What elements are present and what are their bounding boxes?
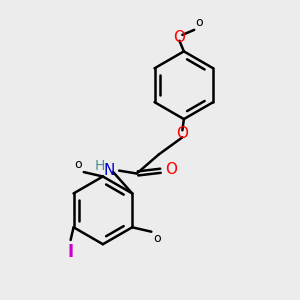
Text: N: N xyxy=(103,163,115,178)
Text: H: H xyxy=(95,159,105,173)
Text: o: o xyxy=(196,16,203,29)
Text: O: O xyxy=(176,126,188,141)
Text: O: O xyxy=(165,162,177,177)
Text: O: O xyxy=(173,30,185,45)
Text: I: I xyxy=(68,244,74,262)
Text: o: o xyxy=(75,158,82,172)
Text: o: o xyxy=(153,232,160,245)
